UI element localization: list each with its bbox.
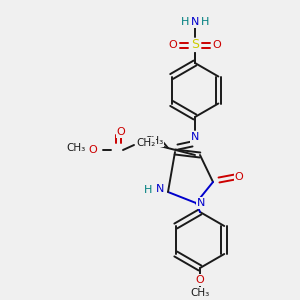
Text: O: O: [169, 40, 177, 50]
Text: O: O: [213, 40, 221, 50]
Text: N: N: [197, 198, 205, 208]
Text: N: N: [191, 132, 199, 142]
Text: O: O: [117, 127, 125, 137]
Text: H: H: [181, 17, 189, 27]
Text: CH₃: CH₃: [144, 136, 164, 146]
Text: N: N: [156, 184, 164, 194]
Text: O: O: [235, 172, 243, 182]
Text: O: O: [88, 145, 98, 155]
Text: CH₂: CH₂: [136, 138, 156, 148]
Text: CH₃: CH₃: [66, 143, 85, 153]
Text: CH₃: CH₃: [190, 288, 210, 298]
Text: H: H: [201, 17, 209, 27]
Text: O: O: [196, 275, 204, 285]
Text: H: H: [144, 185, 152, 195]
Text: S: S: [191, 38, 199, 52]
Text: N: N: [191, 17, 199, 27]
